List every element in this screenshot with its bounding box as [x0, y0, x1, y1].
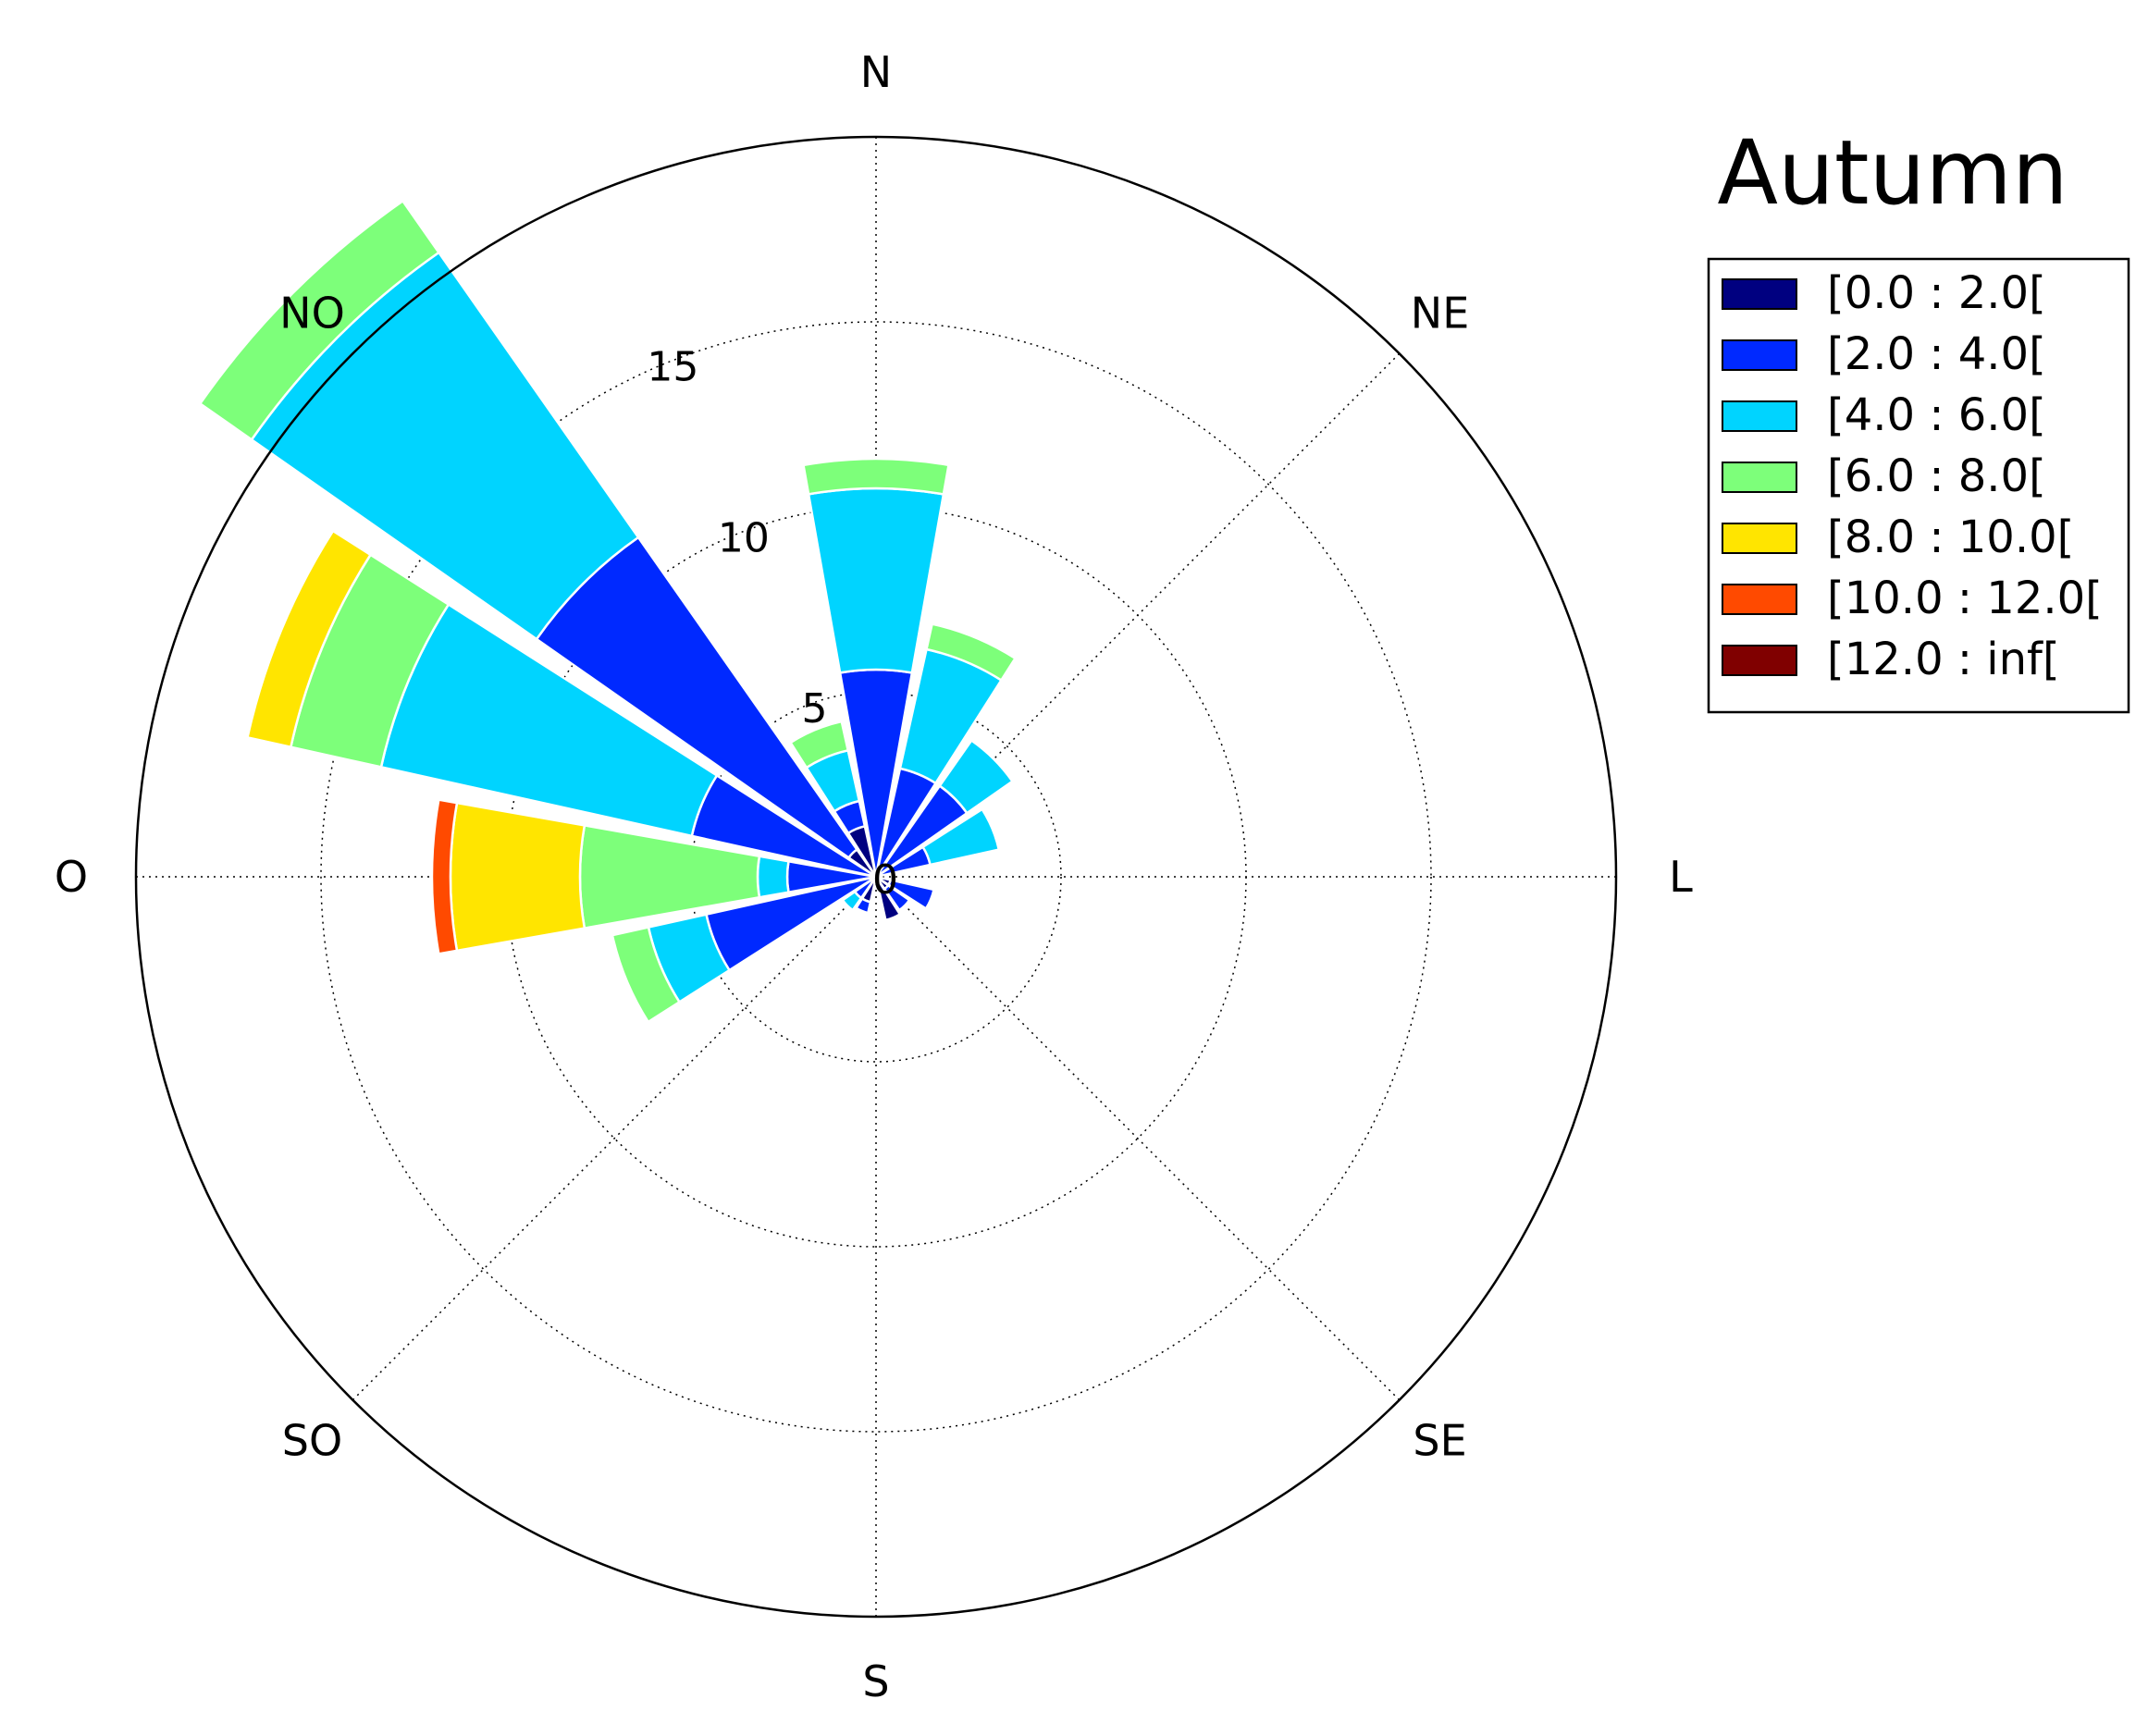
wind-bar-segment [449, 801, 586, 953]
legend-label: [0.0 : 2.0[ [1827, 267, 2046, 319]
wind-bar-segment [246, 529, 373, 749]
legend-swatch [1722, 400, 1797, 432]
legend-label: [8.0 : 10.0[ [1827, 511, 2074, 563]
direction-label-l: L [1669, 852, 1693, 902]
direction-label-no: NO [279, 288, 345, 338]
legend-swatch [1722, 278, 1797, 310]
legend-swatch [1722, 645, 1797, 676]
radial-tick-label: 10 [718, 514, 770, 561]
legend-label: [12.0 : inf[ [1827, 634, 2060, 685]
outer-circle [134, 135, 1618, 1619]
legend-label: [6.0 : 8.0[ [1827, 450, 2046, 502]
direction-label-se: SE [1413, 1416, 1466, 1466]
legend-swatch [1722, 462, 1797, 493]
wind-bar-segment [430, 798, 459, 955]
legend-label: [4.0 : 6.0[ [1827, 389, 2046, 441]
direction-label-o: O [55, 852, 88, 902]
grid-ring [320, 321, 1432, 1433]
wind-bar-segment [788, 720, 850, 770]
wind-bar-segment [886, 878, 935, 911]
direction-labels: N NE L SE S SO O NO [55, 47, 1693, 1706]
radial-tick-labels: 0 5 10 15 [647, 344, 898, 904]
wind-bar-segment [611, 926, 682, 1024]
wind-bar-segment [756, 855, 790, 899]
radial-tick-label: 5 [801, 685, 827, 733]
wind-bar-segment [841, 890, 863, 912]
wind-bar-segment [920, 807, 1001, 867]
grid-spoke [875, 876, 1401, 1401]
direction-label-so: SO [282, 1416, 342, 1466]
legend-swatch [1722, 584, 1797, 615]
chart-title: Autumn [1717, 121, 2068, 225]
wind-rose-bars [198, 199, 1018, 1024]
wind-bar-segment [883, 883, 911, 912]
direction-label-n: N [860, 47, 892, 97]
wind-bar-segment [802, 457, 950, 496]
legend: [0.0 : 2.0[ [2.0 : 4.0[ [4.0 : 6.0[ [6.0 : … [1707, 257, 2130, 714]
wind-bar-segment [807, 486, 945, 674]
direction-label-ne: NE [1411, 288, 1469, 338]
legend-label: [2.0 : 4.0[ [1827, 328, 2046, 380]
radial-tick-label: 15 [647, 344, 698, 391]
grid-ring [690, 691, 1062, 1063]
legend-swatch [1722, 339, 1797, 371]
wind-bar-segment [938, 738, 1015, 815]
legend-swatch [1722, 523, 1797, 554]
wind-bar-segment [874, 876, 902, 922]
grid-spoke [352, 876, 877, 1401]
direction-label-s: S [862, 1656, 889, 1706]
wind-bar-segment [925, 622, 1018, 683]
legend-label: [10.0 : 12.0[ [1827, 573, 2103, 624]
wind-bar-segment [198, 199, 441, 442]
radial-tick-label: 0 [872, 856, 898, 904]
wind-bar-segment [854, 896, 872, 915]
